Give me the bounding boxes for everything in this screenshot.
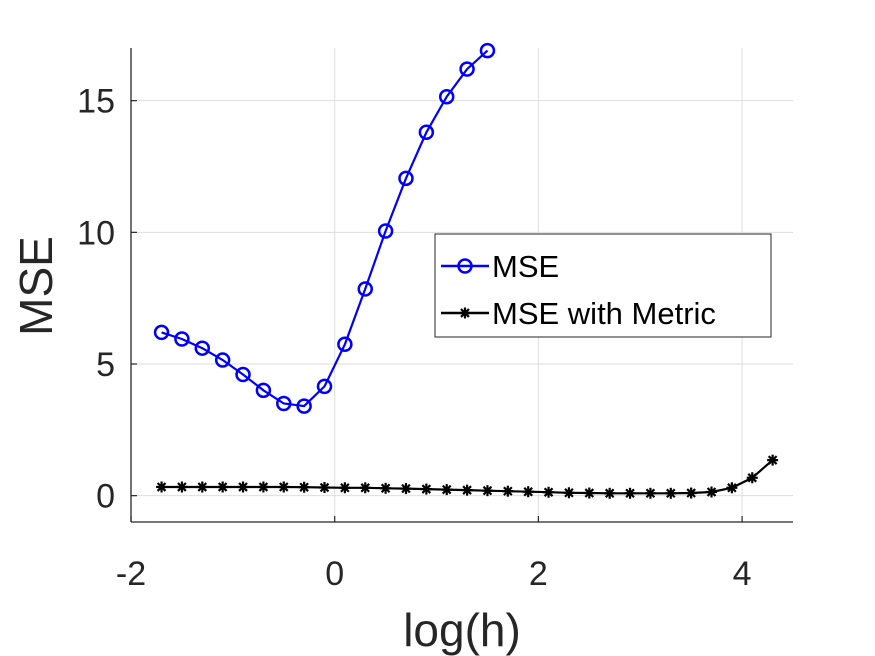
data-point-mse-with-metric xyxy=(746,472,758,484)
series-mse xyxy=(153,42,496,414)
legend: MSE MSE with Metric xyxy=(434,233,772,338)
data-point-mse-with-metric xyxy=(665,487,677,499)
data-point-mse-with-metric xyxy=(685,487,697,499)
legend-entry-mse: MSE xyxy=(441,249,559,284)
data-point-mse-with-metric xyxy=(481,485,493,497)
y-tick-label: 0 xyxy=(96,478,115,516)
data-point-mse-with-metric xyxy=(400,483,412,495)
x-tick-label: 0 xyxy=(325,555,344,593)
data-point-mse xyxy=(398,170,414,187)
data-point-mse-with-metric xyxy=(543,486,555,498)
x-tick-label: -2 xyxy=(116,555,146,593)
data-point-mse-with-metric xyxy=(502,485,514,497)
data-point-mse xyxy=(438,88,455,105)
data-point-mse-with-metric xyxy=(604,487,616,499)
data-point-mse-with-metric xyxy=(156,481,168,493)
data-point-mse-with-metric xyxy=(461,484,473,496)
data-point-mse-with-metric xyxy=(563,487,575,499)
data-point-mse-with-metric xyxy=(441,484,453,496)
x-axis-title: log(h) xyxy=(403,604,521,656)
data-point-mse-with-metric xyxy=(257,481,269,493)
data-point-mse xyxy=(479,42,496,59)
data-point-mse-with-metric xyxy=(217,481,229,493)
x-tick-label: 2 xyxy=(529,555,548,593)
legend-box xyxy=(434,233,772,338)
data-point-mse-with-metric xyxy=(319,482,331,494)
data-point-mse xyxy=(194,340,211,356)
data-point-mse xyxy=(153,324,170,341)
data-point-mse-with-metric xyxy=(196,481,208,493)
data-point-mse-with-metric xyxy=(176,481,188,493)
data-point-mse xyxy=(357,281,373,297)
series-line-mse xyxy=(161,49,489,408)
data-point-mse-with-metric xyxy=(644,487,656,499)
data-point-mse-with-metric xyxy=(278,481,290,493)
data-point-mse xyxy=(214,352,231,368)
data-point-mse xyxy=(276,395,292,412)
data-point-mse-with-metric xyxy=(380,482,392,494)
legend-marker-mse xyxy=(457,258,473,274)
data-point-mse xyxy=(235,366,251,383)
data-point-mse xyxy=(255,382,272,399)
data-point-mse xyxy=(316,378,333,395)
data-point-mse xyxy=(296,398,312,414)
data-point-mse-with-metric xyxy=(726,482,738,494)
y-tick-label: 10 xyxy=(77,214,115,252)
data-point-mse-with-metric xyxy=(767,454,779,466)
y-tick-label: 5 xyxy=(96,346,115,384)
data-point-mse xyxy=(337,336,353,352)
data-point-mse-with-metric xyxy=(298,481,310,493)
legend-asterisk-icon xyxy=(459,307,471,319)
data-point-mse xyxy=(174,331,190,347)
data-point-mse-with-metric xyxy=(583,487,595,499)
series-mse-with-metric xyxy=(156,454,779,499)
data-point-mse-with-metric xyxy=(706,486,718,498)
y-axis-title: MSE xyxy=(10,236,62,336)
axes xyxy=(130,48,793,523)
data-point-mse xyxy=(418,124,435,141)
legend-marker-mse-with-metric xyxy=(459,307,471,319)
data-point-mse-with-metric xyxy=(339,482,351,494)
x-tick-label: 4 xyxy=(733,555,752,593)
data-point-mse-with-metric xyxy=(420,483,432,495)
legend-label-mse: MSE xyxy=(492,249,559,284)
data-point-mse-with-metric xyxy=(522,486,534,498)
legend-label-mse-with-metric: MSE with Metric xyxy=(492,296,716,331)
data-point-mse xyxy=(377,223,394,239)
ticks: -2 0 2 4 0 5 10 15 xyxy=(77,83,751,593)
y-tick-label: 15 xyxy=(77,83,115,121)
data-point-mse-with-metric xyxy=(237,481,249,493)
data-point-mse-with-metric xyxy=(624,487,636,499)
data-point-mse-with-metric xyxy=(359,482,371,494)
series-layer xyxy=(153,42,779,499)
legend-entry-mse-with-metric: MSE with Metric xyxy=(441,296,716,331)
data-point-mse xyxy=(459,61,475,77)
